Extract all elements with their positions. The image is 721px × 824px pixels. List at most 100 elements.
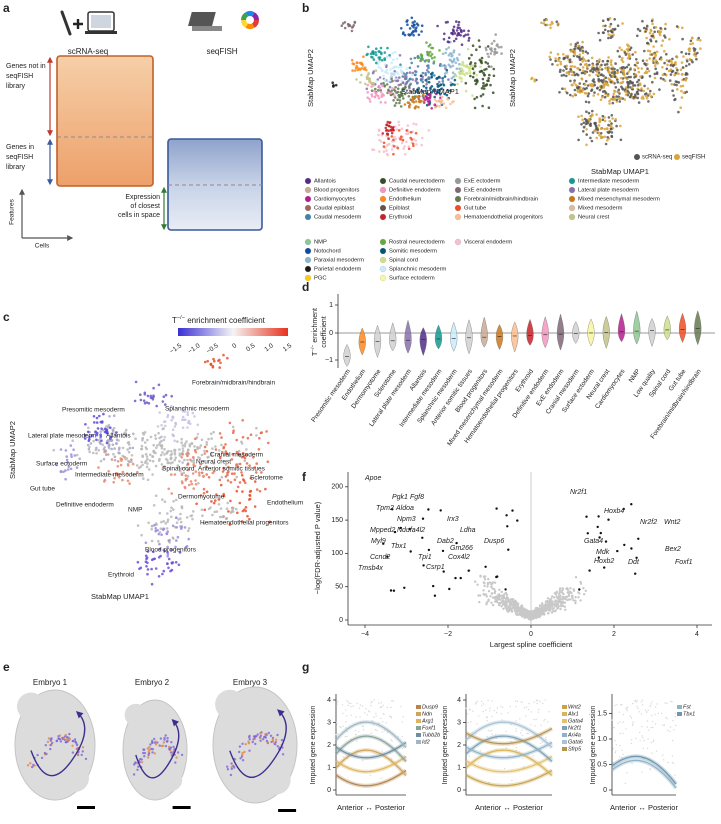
- cell-dot: [267, 441, 270, 445]
- cell-dot: [544, 699, 546, 701]
- cell-dot: [469, 709, 471, 711]
- cell-dot: [650, 741, 652, 744]
- cell-dot: [95, 438, 98, 442]
- cell-dot: [218, 456, 222, 460]
- cell-dot: [180, 527, 183, 530]
- cell-dot: [610, 114, 614, 117]
- cell-dot: [484, 46, 488, 50]
- gene-point: [516, 613, 519, 616]
- cell-dot: [602, 31, 605, 35]
- gene-point-significant: [504, 588, 507, 591]
- cell-dot: [427, 52, 430, 55]
- gene-point: [557, 592, 560, 595]
- cell-dot: [384, 126, 388, 130]
- cell-dot: [418, 100, 421, 104]
- cell-dot: [179, 512, 182, 516]
- cell-dot: [170, 515, 173, 519]
- label: StabMap UMAP2: [306, 49, 315, 107]
- cell-dot: [679, 68, 683, 72]
- cell-dot: [610, 127, 613, 131]
- cell-dot: [92, 415, 96, 418]
- cell-dot: [581, 49, 585, 53]
- legend-label: Allantois: [314, 179, 336, 185]
- cell-dot: [183, 458, 186, 462]
- cell-dot: [485, 716, 488, 719]
- cell-dot: [331, 81, 335, 84]
- cell-dot: [231, 431, 235, 435]
- cell-dot: [191, 472, 195, 475]
- cell-dot: [347, 701, 349, 703]
- colorbar-tick-label: 1.0: [263, 342, 275, 353]
- gene-point: [510, 610, 514, 613]
- gene-point-significant: [421, 517, 425, 520]
- cell-dot: [657, 712, 659, 715]
- cell-dot: [119, 457, 122, 460]
- cell-dot: [601, 118, 605, 121]
- cell-dot: [638, 711, 640, 713]
- cell-dot: [449, 89, 452, 93]
- cell-dot: [150, 567, 153, 571]
- cell-dot: [183, 485, 187, 489]
- y-tick-label: 1: [327, 764, 331, 771]
- cell-dot: [485, 67, 488, 71]
- cell-dot: [422, 93, 425, 97]
- gene-point: [558, 587, 562, 590]
- cluster-annotation: Anterior somitic tissues: [198, 466, 266, 473]
- cell-dot: [396, 146, 400, 150]
- cell-dot: [372, 720, 374, 722]
- cell-dot: [102, 412, 105, 416]
- cluster-annotation: Allantois: [106, 433, 131, 440]
- cell-dot: [160, 533, 163, 536]
- y-tick-label: 0: [329, 330, 333, 337]
- cell-dot: [585, 62, 588, 66]
- cell-dot: [548, 55, 551, 59]
- gene-point: [535, 606, 539, 610]
- cell-dot: [96, 431, 99, 435]
- cell-dot: [581, 60, 584, 63]
- cell-dot: [249, 433, 253, 437]
- cell-dot: [426, 80, 429, 84]
- cell-dot: [405, 67, 409, 70]
- cell-dot: [128, 446, 132, 450]
- cell-dot: [575, 72, 579, 76]
- cell-dot: [491, 715, 493, 718]
- cell-dot: [671, 57, 674, 61]
- cell-dot: [556, 22, 560, 25]
- cell-dot: [365, 77, 369, 81]
- cell-dot: [147, 468, 151, 471]
- cell-dot: [100, 427, 103, 431]
- gene-point: [478, 600, 481, 604]
- panel-letter: a: [3, 1, 10, 15]
- cell-dot: [65, 458, 69, 462]
- cell-dot: [525, 715, 527, 717]
- cell-dot: [164, 734, 167, 737]
- cell-dot: [473, 106, 477, 110]
- cell-dot: [677, 72, 680, 76]
- cell-dot: [118, 451, 121, 455]
- cell-dot: [387, 731, 389, 734]
- cell-dot: [669, 73, 673, 76]
- cell-dot: [485, 83, 489, 86]
- legend-label: Mixed mesenchymal mesoderm: [578, 197, 660, 203]
- cell-dot: [620, 66, 624, 69]
- legend-swatch: [562, 712, 567, 716]
- panel-letter: e: [3, 660, 10, 674]
- cell-dot: [192, 487, 195, 490]
- cell-dot: [578, 68, 582, 72]
- cell-dot: [679, 106, 682, 109]
- cell-dot: [606, 17, 610, 21]
- cell-dot: [377, 65, 381, 69]
- cell-dot: [617, 97, 620, 100]
- cell-dot: [387, 137, 390, 140]
- cell-dot: [346, 700, 348, 702]
- cell-dot: [581, 118, 584, 122]
- cell-dot: [468, 69, 471, 72]
- cell-dot: [393, 145, 396, 148]
- trend-line: [611, 759, 677, 789]
- y-axis-label: coefficient: [321, 316, 328, 347]
- gene-point-significant: [409, 550, 412, 553]
- cluster-annotation: Neural crest: [196, 459, 231, 466]
- cell-dot: [214, 445, 217, 448]
- cell-dot: [464, 65, 468, 68]
- cell-dot: [383, 84, 386, 87]
